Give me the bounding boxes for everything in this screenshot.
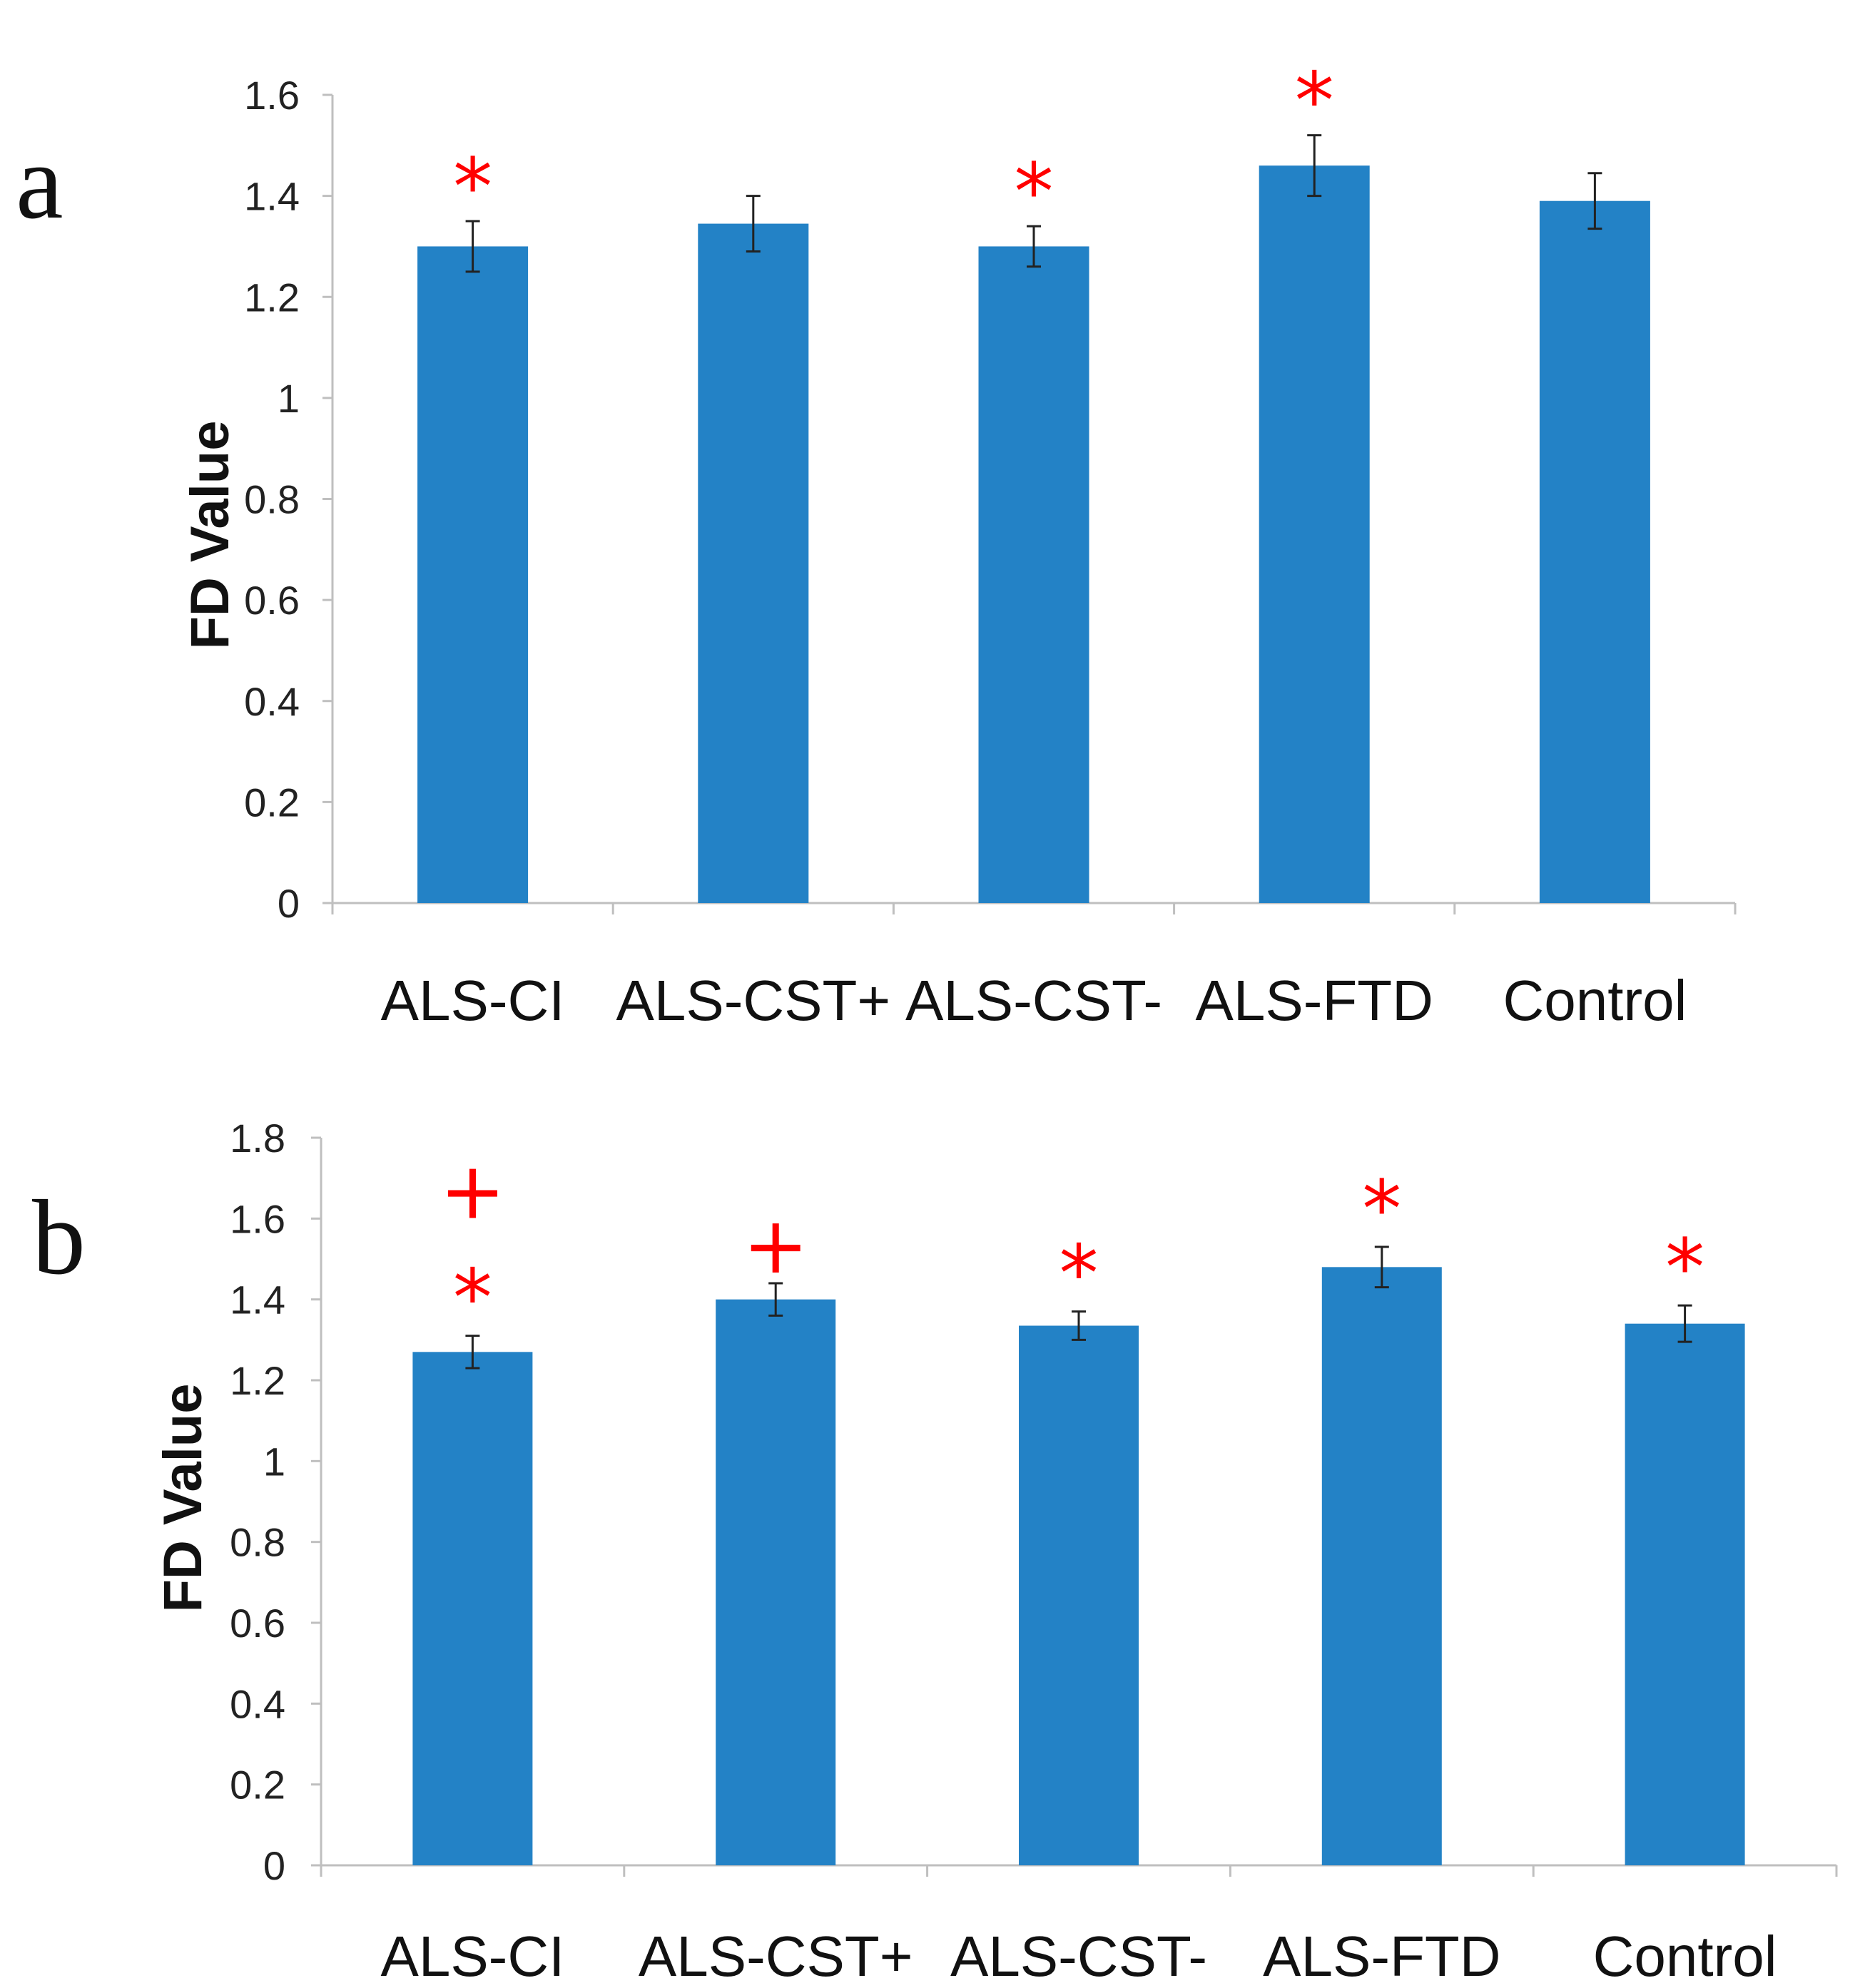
x-category-label: ALS-FTD: [1263, 1925, 1500, 1988]
y-tick-label: 0.8: [230, 1520, 285, 1565]
significance-marker: *: [453, 141, 492, 233]
bar: [1259, 165, 1370, 904]
significance-marker: +: [439, 1146, 505, 1237]
panel-b: b FD Value 0 0.2 0.4 0.6 0.8 1 1.2 1.4 1.6 1.8 ALS…: [32, 1116, 1838, 1988]
y-tick-label: 0.4: [244, 679, 300, 724]
significance-marker: *: [1665, 1222, 1704, 1313]
y-tick-label: 0.8: [244, 477, 300, 522]
y-tick-label: 1: [263, 1439, 285, 1484]
x-category-label: ALS-CI: [381, 969, 565, 1032]
bar: [1539, 200, 1650, 903]
y-tick-label: 1.6: [230, 1196, 285, 1241]
panel-a-letter: a: [16, 123, 63, 241]
significance-marker: +: [743, 1200, 808, 1291]
panel-b-y-axis-title: FD Value: [153, 1384, 213, 1613]
significance-marker: *: [453, 1253, 492, 1344]
x-category-label: ALS-CST+: [639, 1925, 913, 1988]
panel-b-letter: b: [32, 1178, 86, 1297]
y-tick-label: 0: [263, 1843, 285, 1888]
x-category-label: ALS-CST-: [950, 1925, 1207, 1988]
bar: [1019, 1325, 1139, 1865]
y-tick-label: 0: [278, 881, 300, 926]
y-tick-label: 1: [278, 376, 300, 421]
y-tick-label: 1.2: [244, 275, 300, 320]
y-tick-label: 0.4: [230, 1681, 285, 1726]
significance-marker: *: [1059, 1228, 1099, 1320]
panel-a-y-axis-title: FD Value: [180, 421, 240, 650]
y-tick-label: 1.4: [244, 174, 300, 219]
y-tick-label: 0.2: [230, 1763, 285, 1808]
y-tick-label: 1.6: [244, 73, 300, 118]
x-category-label: Control: [1503, 969, 1687, 1032]
bar: [412, 1352, 533, 1865]
y-tick-label: 1.4: [230, 1278, 285, 1322]
bar: [417, 246, 529, 903]
x-category-label: ALS-CST+: [616, 969, 891, 1032]
y-tick-label: 0.2: [244, 780, 300, 825]
x-category-label: ALS-CI: [380, 1925, 564, 1988]
y-tick-label: 0.6: [244, 578, 300, 623]
significance-marker: *: [1015, 146, 1054, 238]
significance-marker: *: [1295, 56, 1334, 147]
bar: [698, 223, 809, 903]
bar: [978, 246, 1089, 903]
panel-a: a FD Value 0 0.2 0.4 0.6 0.8 1 1.2 1.4 1.6 ALS-CI…: [16, 56, 1737, 1032]
x-category-label: ALS-FTD: [1196, 969, 1433, 1032]
bar: [716, 1299, 836, 1865]
significance-marker: *: [1362, 1163, 1401, 1255]
bar: [1321, 1267, 1442, 1865]
y-tick-label: 1.2: [230, 1358, 285, 1403]
x-category-label: ALS-CST-: [905, 969, 1162, 1032]
x-category-label: Control: [1593, 1925, 1777, 1988]
y-tick-label: 1.8: [230, 1116, 285, 1161]
y-tick-label: 0.6: [230, 1601, 285, 1646]
bar: [1625, 1323, 1745, 1865]
